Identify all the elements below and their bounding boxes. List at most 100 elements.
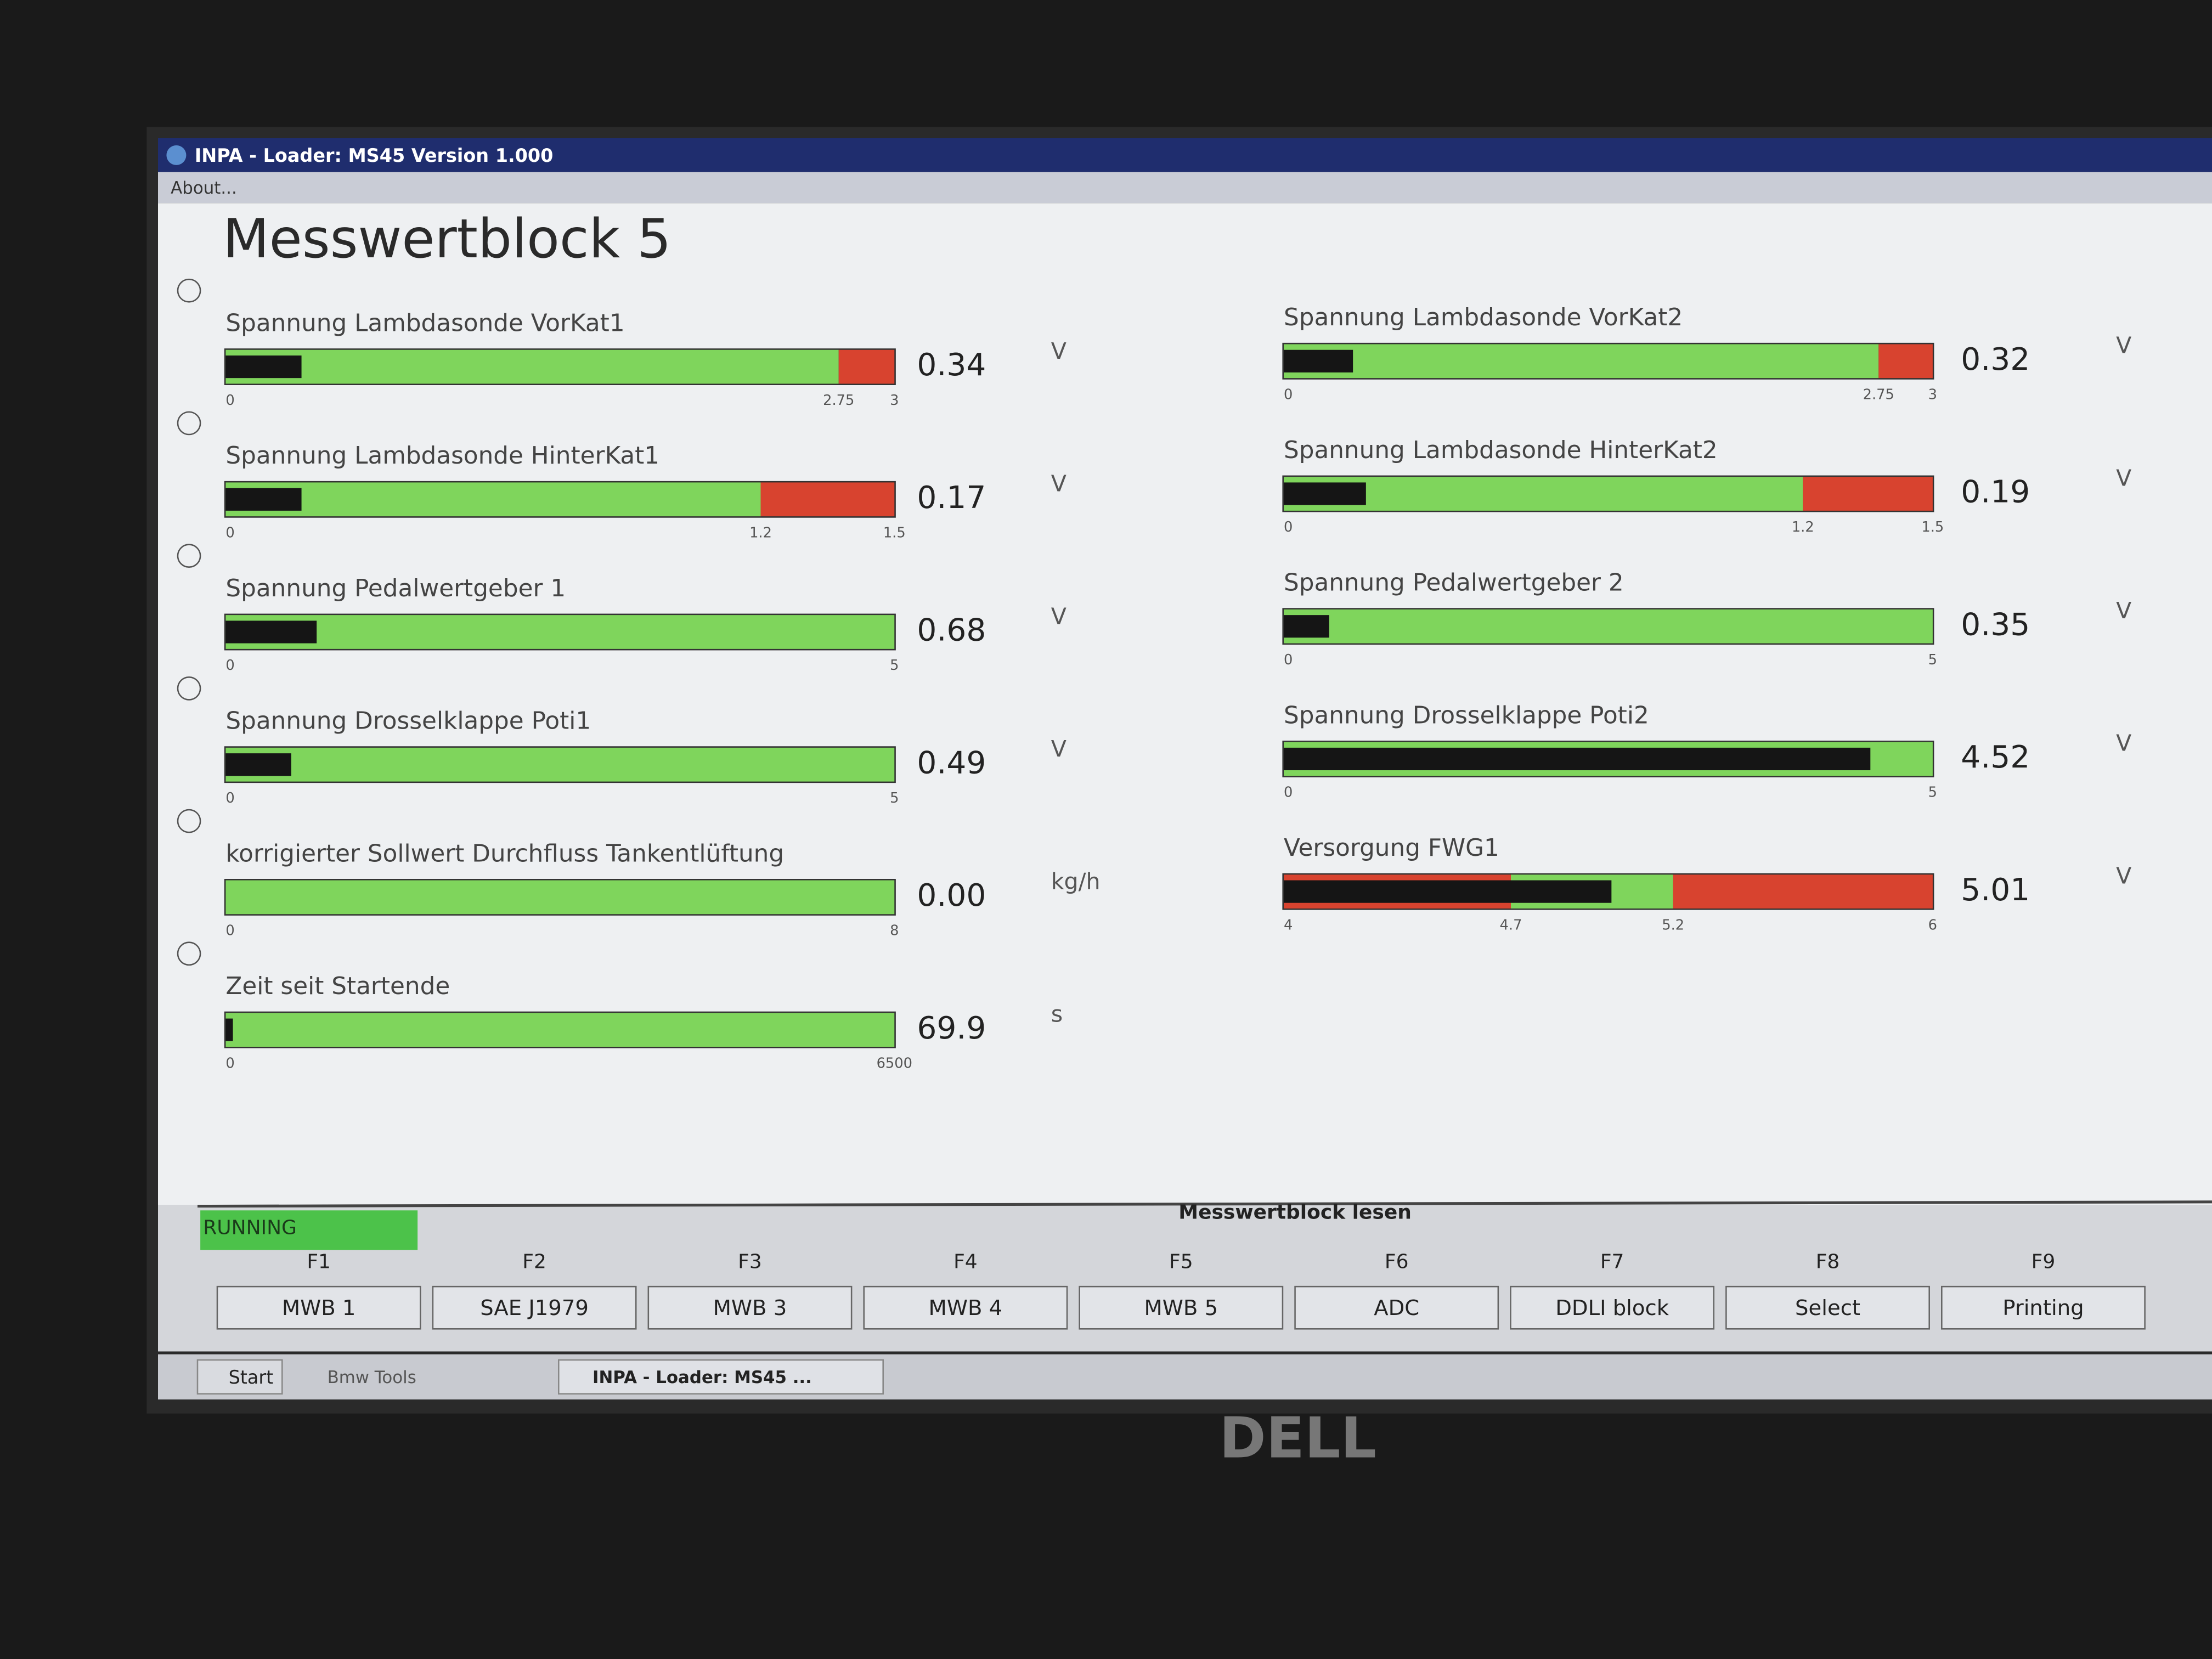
gauge-tick-label: 0 <box>1284 519 1293 535</box>
radio-marker[interactable] <box>177 941 201 966</box>
gauge-tick-label: 8 <box>890 923 899 939</box>
heading: Messwertblock 5 <box>223 208 671 270</box>
function-button[interactable] <box>1510 1285 1715 1330</box>
gauge-zone <box>838 349 895 384</box>
gauge-value-bar <box>1284 349 1353 373</box>
function-button-label[interactable]: Select <box>1795 1296 1860 1321</box>
panel-border <box>197 1200 2212 1208</box>
gauge-tick-label: 5 <box>890 657 899 674</box>
gauge-unit: V <box>2116 332 2131 359</box>
menu-about[interactable]: About... <box>171 178 237 198</box>
gauge-tick-label: 1.5 <box>883 525 906 541</box>
gauge-label: Spannung Drosselklappe Poti1 <box>225 707 591 735</box>
function-button[interactable] <box>1294 1285 1499 1330</box>
gauge-zone <box>1803 477 1933 511</box>
gauge-zone <box>1284 344 1879 379</box>
gauge-value: 0.49 <box>917 744 986 781</box>
gauge-value: 0.35 <box>1961 606 2030 642</box>
gauge-zone <box>1284 609 1933 644</box>
gauge-tick-label: 1.2 <box>749 525 772 541</box>
taskbar-item[interactable]: Bmw Tools <box>328 1368 416 1387</box>
title-bar <box>158 138 2212 172</box>
gauge-tick-label: 3 <box>890 392 899 409</box>
function-key-name: F7 <box>1600 1250 1624 1273</box>
radio-marker[interactable] <box>177 544 201 568</box>
gauge-tick-label: 1.2 <box>1792 519 1814 535</box>
gauge-label: Spannung Drosselklappe Poti2 <box>1284 701 1649 729</box>
radio-marker[interactable] <box>177 411 201 436</box>
function-key-name: F5 <box>1169 1250 1193 1273</box>
gauge-label: Spannung Lambdasonde HinterKat1 <box>225 442 659 470</box>
gauge-tick-label: 5 <box>1928 785 1937 801</box>
gauge-value: 0.34 <box>917 347 986 383</box>
gauge-value-bar <box>225 753 291 776</box>
gauge-zone <box>1878 344 1933 379</box>
gauge-tick-label: 5 <box>1928 652 1937 668</box>
gauge-value-bar <box>225 488 302 511</box>
gauge-tick-label: 0 <box>225 790 234 806</box>
gauge-value-bar <box>1284 747 1871 770</box>
function-button[interactable] <box>1725 1285 1930 1330</box>
gauge-tick-label: 0 <box>225 392 234 409</box>
function-button[interactable] <box>647 1285 853 1330</box>
gauge-tick-label: 6 <box>1928 917 1937 933</box>
gauge-zone <box>225 880 895 915</box>
gauge-value-bar <box>225 356 302 379</box>
gauge-zone <box>225 747 895 782</box>
function-key-name: F4 <box>953 1250 978 1273</box>
gauge-tick-label: 0 <box>225 923 234 939</box>
gauge-tick-label: 5.2 <box>1662 917 1684 933</box>
app-icon <box>166 145 187 165</box>
function-key-name: F2 <box>522 1250 546 1273</box>
gauge-label: Spannung Pedalwertgeber 2 <box>1284 569 1624 597</box>
function-button-label[interactable]: MWB 4 <box>929 1296 1003 1321</box>
gauge-unit: V <box>1051 471 1066 497</box>
gauge-unit: V <box>2116 862 2131 889</box>
gauge-tick-label: 1.5 <box>1921 519 1944 535</box>
gauge-label: Spannung Lambdasonde VorKat1 <box>225 309 624 337</box>
taskbar <box>158 1354 2212 1400</box>
function-button[interactable] <box>1941 1285 2146 1330</box>
function-button-label[interactable]: ADC <box>1374 1296 1419 1321</box>
gauge-unit: V <box>2116 465 2131 491</box>
function-button-label[interactable]: SAE J1979 <box>480 1296 589 1321</box>
radio-marker[interactable] <box>177 809 201 833</box>
gauge-label: Spannung Lambdasonde VorKat2 <box>1284 303 1683 331</box>
status-text: RUNNING <box>203 1217 297 1239</box>
start-button[interactable] <box>196 1359 283 1395</box>
function-button-label[interactable]: MWB 1 <box>282 1296 356 1321</box>
radio-marker[interactable] <box>177 278 201 303</box>
gauge-label: Versorgung FWG1 <box>1284 834 1499 862</box>
gauge-value: 69.9 <box>917 1010 986 1046</box>
gauge-zone <box>225 615 895 649</box>
gauge-zone <box>225 1013 895 1047</box>
function-key-name: F6 <box>1385 1250 1409 1273</box>
gauge-value: 0.00 <box>917 877 986 913</box>
function-button-label[interactable]: DDLI block <box>1555 1296 1669 1321</box>
taskbar-active-item[interactable] <box>558 1359 884 1395</box>
function-button[interactable] <box>432 1285 637 1330</box>
function-button[interactable] <box>1079 1285 1284 1330</box>
gauge-tick-label: 6500 <box>877 1055 912 1071</box>
gauge-unit: V <box>2116 597 2131 624</box>
taskbar-item[interactable]: INPA - Loader: MS45 ... <box>592 1368 812 1387</box>
gauge-zone <box>760 482 895 517</box>
gauge-unit: V <box>2116 730 2131 757</box>
gauge-value: 4.52 <box>1961 739 2030 775</box>
function-button[interactable] <box>216 1285 421 1330</box>
start-label: Start <box>229 1367 274 1388</box>
gauge-tick-label: 4.7 <box>1500 917 1522 933</box>
menu-bar <box>158 172 2212 204</box>
gauge-value: 0.19 <box>1961 474 2030 510</box>
gauge-zone <box>1284 477 1803 511</box>
gauge-tick-label: 5 <box>890 790 899 806</box>
gauge-label: Spannung Pedalwertgeber 1 <box>225 574 566 602</box>
function-button-label[interactable]: MWB 5 <box>1144 1296 1218 1321</box>
function-button[interactable] <box>863 1285 1068 1330</box>
function-button-label[interactable]: Printing <box>2002 1296 2084 1321</box>
function-key-name: F3 <box>738 1250 762 1273</box>
radio-marker[interactable] <box>177 676 201 701</box>
function-button-label[interactable]: MWB 3 <box>713 1296 787 1321</box>
